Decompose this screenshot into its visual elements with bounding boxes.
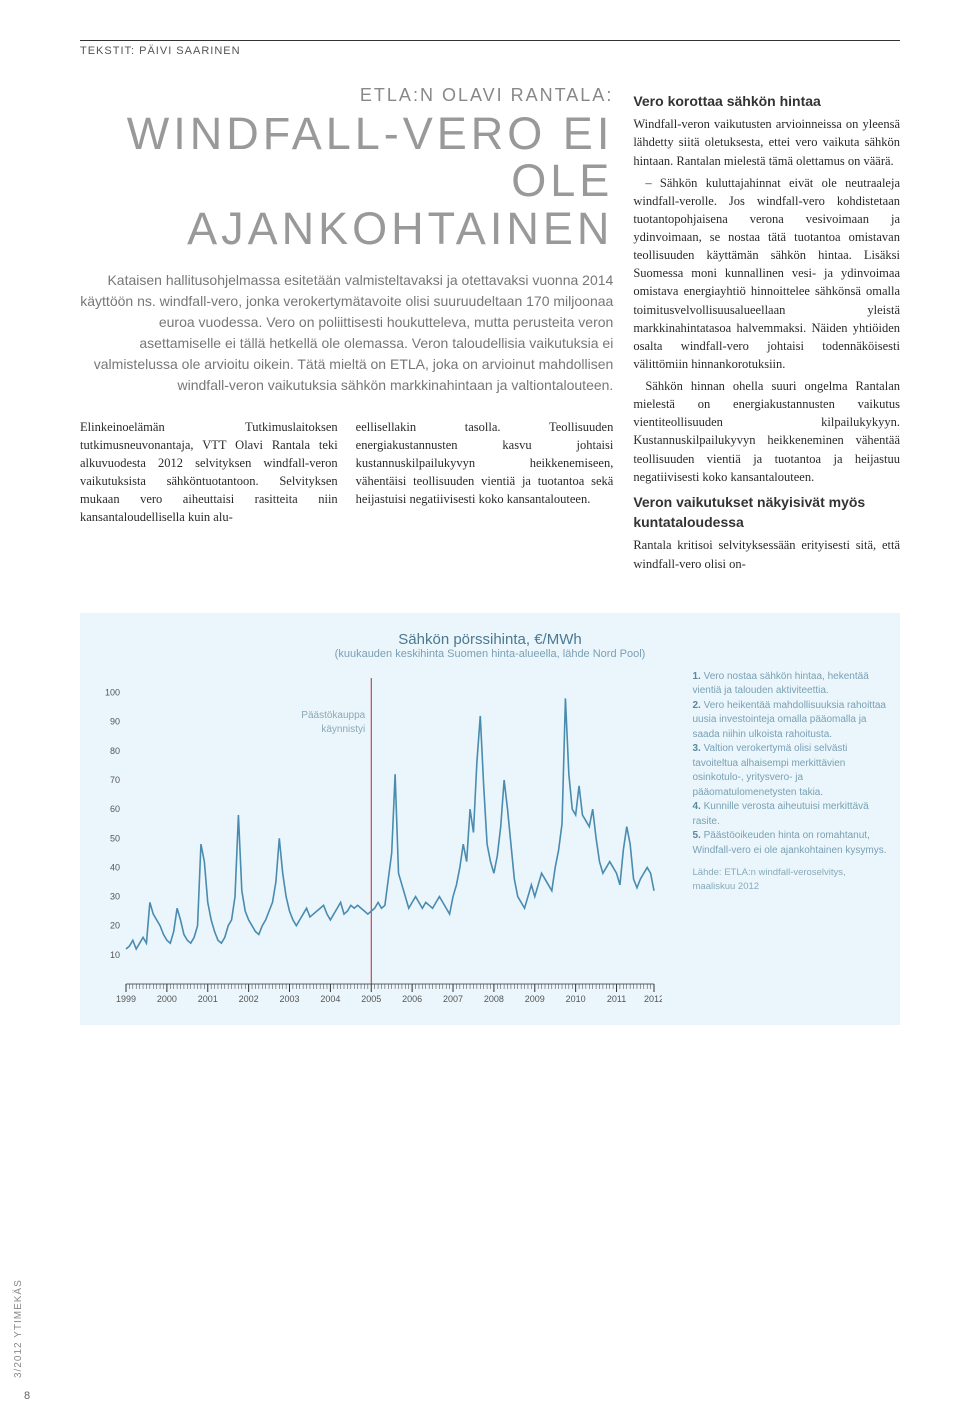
svg-text:Päästökauppa: Päästökauppa: [301, 710, 365, 721]
right-p2: – Sähkön kuluttajahinnat eivät ole neutr…: [633, 174, 900, 373]
headline-line2: OLE AJANKOHTAINEN: [187, 155, 613, 253]
svg-text:2006: 2006: [402, 994, 422, 1004]
headline-line1: WINDFALL-VERO EI: [127, 108, 614, 159]
svg-text:2007: 2007: [443, 994, 463, 1004]
svg-text:60: 60: [110, 804, 120, 814]
chart-title: Sähkön pörssihinta, €/MWh: [92, 631, 888, 648]
chart-container: Sähkön pörssihinta, €/MWh (kuukauden kes…: [80, 613, 900, 1025]
svg-text:100: 100: [105, 687, 120, 697]
svg-text:10: 10: [110, 949, 120, 959]
main-columns: ETLA:N OLAVI RANTALA: WINDFALL-VERO EI O…: [80, 85, 900, 577]
byline: TEKSTIT: PÄIVI SAARINEN: [80, 40, 900, 57]
svg-text:30: 30: [110, 891, 120, 901]
svg-text:2000: 2000: [157, 994, 177, 1004]
chart-notes: 1. Vero nostaa sähkön hintaa, hekentää v…: [693, 670, 889, 1015]
page-number: 8: [24, 1390, 30, 1402]
lede: Kataisen hallitusohjelmassa esitetään va…: [80, 270, 613, 396]
subhead-2: Veron vaikutukset näkyisivät myös kuntat…: [633, 492, 900, 533]
line-chart-svg: 10 20 30 40 50 60 70 80 90 100 1999 2000 2001 2002 200…: [92, 670, 662, 1010]
chart-note: 4. Kunnille verosta aiheutuisi merkittäv…: [693, 800, 889, 829]
byline-author: PÄIVI SAARINEN: [139, 45, 240, 57]
svg-text:2011: 2011: [607, 994, 626, 1004]
left-column-group: ETLA:N OLAVI RANTALA: WINDFALL-VERO EI O…: [80, 85, 613, 577]
spine-label: 3/2012 YTIMEKÄS: [13, 1279, 24, 1378]
byline-prefix: TEKSTIT:: [80, 45, 139, 57]
right-p3: Sähkön hinnan ohella suuri ongelma Ranta…: [633, 377, 900, 486]
body-two-col: Elinkeinoelämän Tutkimuslaitoksen tutkim…: [80, 418, 613, 527]
svg-text:2004: 2004: [320, 994, 340, 1004]
svg-text:2005: 2005: [361, 994, 381, 1004]
svg-text:40: 40: [110, 862, 120, 872]
headline: WINDFALL-VERO EI OLE AJANKOHTAINEN: [80, 110, 613, 252]
svg-text:2001: 2001: [198, 994, 218, 1004]
right-column: Vero korottaa sähkön hintaa Windfall-ver…: [633, 85, 900, 577]
right-p4: Rantala kritisoi selvityksessään erityis…: [633, 536, 900, 572]
svg-text:2009: 2009: [525, 994, 545, 1004]
chart-source: Lähde: ETLA:n windfall-veroselvitys, maa…: [693, 866, 889, 894]
svg-text:2008: 2008: [484, 994, 504, 1004]
svg-text:2010: 2010: [566, 994, 586, 1004]
svg-text:50: 50: [110, 833, 120, 843]
subhead-1: Vero korottaa sähkön hintaa: [633, 91, 900, 111]
svg-text:90: 90: [110, 716, 120, 726]
chart-subtitle: (kuukauden keskihinta Suomen hinta-aluee…: [92, 648, 888, 660]
svg-text:käynnistyi: käynnistyi: [321, 724, 365, 735]
svg-text:2012: 2012: [644, 994, 662, 1004]
chart-note: 2. Vero heikentää mahdollisuuksia rahoit…: [693, 699, 889, 743]
chart-row: 10 20 30 40 50 60 70 80 90 100 1999 2000 2001 2002 200…: [92, 670, 888, 1015]
svg-text:70: 70: [110, 775, 120, 785]
svg-text:2002: 2002: [239, 994, 259, 1004]
body-col-b: eellisellakin tasolla. Teollisuuden ener…: [356, 418, 614, 527]
svg-text:2003: 2003: [279, 994, 299, 1004]
body-col-a: Elinkeinoelämän Tutkimuslaitoksen tutkim…: [80, 418, 338, 527]
chart-note: 1. Vero nostaa sähkön hintaa, hekentää v…: [693, 670, 889, 699]
svg-text:1999: 1999: [116, 994, 136, 1004]
kicker: ETLA:N OLAVI RANTALA:: [80, 85, 613, 106]
chart-note: 3. Valtion verokertymä olisi selvästi ta…: [693, 742, 889, 800]
right-p1: Windfall-veron vaikutusten arvioinneissa…: [633, 115, 900, 169]
chart-note: 5. Päästöoikeuden hinta on romahtanut, W…: [693, 829, 889, 858]
svg-text:20: 20: [110, 920, 120, 930]
chart-plot: 10 20 30 40 50 60 70 80 90 100 1999 2000 2001 2002 200…: [92, 670, 679, 1015]
svg-text:80: 80: [110, 745, 120, 755]
